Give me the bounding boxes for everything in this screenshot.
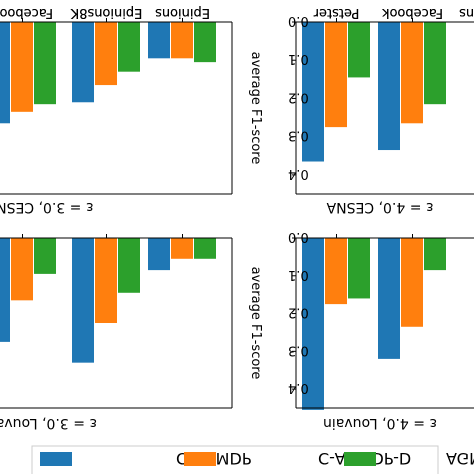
bar-3-3-2 [171, 238, 193, 259]
category-label-4-2: Facebook [381, 5, 443, 20]
chart-panel-4: Petster Facebook Epinions 0.0 0.1 0.2 0.3 0.4 av… [248, 5, 474, 431]
bar-1-3-1 [148, 22, 170, 59]
category-label-1-1: Facebook [0, 5, 53, 20]
y-tick-label-2-2: 0.1 [288, 51, 309, 66]
bar-1-1-3 [34, 22, 56, 105]
bar-2-1-3 [348, 22, 370, 78]
y-tick-label-4-4: 0.3 [288, 342, 309, 357]
bar-4-2-1 [378, 238, 400, 359]
bar-3-3-1 [148, 238, 170, 271]
category-label-4-1: Petster [313, 5, 359, 20]
category-label-1-2: Epinions8K [70, 5, 142, 20]
category-label-4-3: Epinions [459, 5, 474, 20]
y-tick-label-4-2: 0.1 [288, 267, 309, 282]
legend-swatch-c-agmdp-d [184, 452, 216, 466]
panel-title-1: ε = 3.0, CESNA [0, 199, 93, 215]
panel-title-4: ε = 4.0, Louvain [323, 415, 437, 431]
bar-4-1-3 [348, 238, 370, 299]
bar-1-2-3 [118, 22, 140, 72]
category-label-2-1: Petster [313, 5, 359, 20]
bar-1-2-1 [72, 22, 94, 103]
bar-1-2-2 [95, 22, 117, 86]
bar-4-2-3 [424, 238, 446, 271]
legend-swatch-c-agmdp [40, 452, 72, 466]
y-tick-label-4-3: 0.2 [288, 305, 309, 320]
legend: C-AGMDP C-AGMDP-D AGMDP [31, 445, 474, 474]
category-label-2-3: Epinions [459, 5, 474, 20]
category-label-3-3: Epinions [155, 5, 210, 20]
y-tick-label-2-1: 0.0 [288, 13, 309, 28]
bar-1-1-1 [0, 22, 10, 124]
bar-2-1-2 [325, 22, 347, 128]
y-axis-label-4: average F1-score [248, 267, 263, 380]
y-tick-label-2-4: 0.3 [288, 128, 309, 143]
chart-panel-1: Facebook Epinions8K Epinions ε = 3.0, CESNA [0, 5, 233, 215]
bar-3-2-2 [95, 238, 117, 323]
panel-title-2: ε = 4.0, CESNA [326, 199, 433, 215]
bar-3-2-3 [118, 238, 140, 293]
bar-4-1-1 [302, 238, 324, 410]
bar-2-2-3 [424, 22, 446, 105]
y-tick-label-2-3: 0.2 [288, 89, 309, 104]
bar-3-2-1 [72, 238, 94, 363]
y-tick-label-4-5: 0.4 [288, 380, 309, 395]
category-label-2-2: Facebook [381, 5, 443, 20]
bar-2-2-1 [378, 22, 400, 151]
bar-1-3-3 [194, 22, 216, 63]
legend-swatch-agmdp [344, 452, 376, 466]
legend-label-agmdp: AGMDP [446, 449, 474, 468]
bar-4-1-2 [325, 238, 347, 305]
chart-panel-3: Facebook Epinions8K Epinions ε = 3.0, Louva… [0, 5, 233, 431]
bar-3-1-1 [0, 238, 10, 342]
bar-3-3-3 [194, 238, 216, 259]
chart-panel-2: Petster Facebook Epinions 0.0 0.1 0.2 0.3 0.4 av… [248, 5, 474, 215]
bar-3-1-3 [34, 238, 56, 274]
bar-2-1-1 [302, 22, 324, 162]
y-tick-label-4-1: 0.0 [288, 229, 309, 244]
category-label-3-2: Epinions8K [70, 5, 142, 20]
category-label-3-1: Facebook [0, 5, 53, 20]
y-tick-label-2-5: 0.4 [288, 166, 309, 181]
category-label-1-3: Epinions [155, 5, 210, 20]
bar-1-3-2 [171, 22, 193, 59]
bar-3-1-2 [11, 238, 33, 301]
charts-group: Facebook Epinions8K Epinions ε = 3.0, CESNA… [0, 5, 474, 431]
bar-1-1-2 [11, 22, 33, 112]
panel-title-3: ε = 3.0, Louvain [0, 415, 97, 431]
y-axis-label-2: average F1-score [248, 52, 263, 165]
bar-2-2-2 [401, 22, 423, 124]
bar-4-2-2 [401, 238, 423, 327]
